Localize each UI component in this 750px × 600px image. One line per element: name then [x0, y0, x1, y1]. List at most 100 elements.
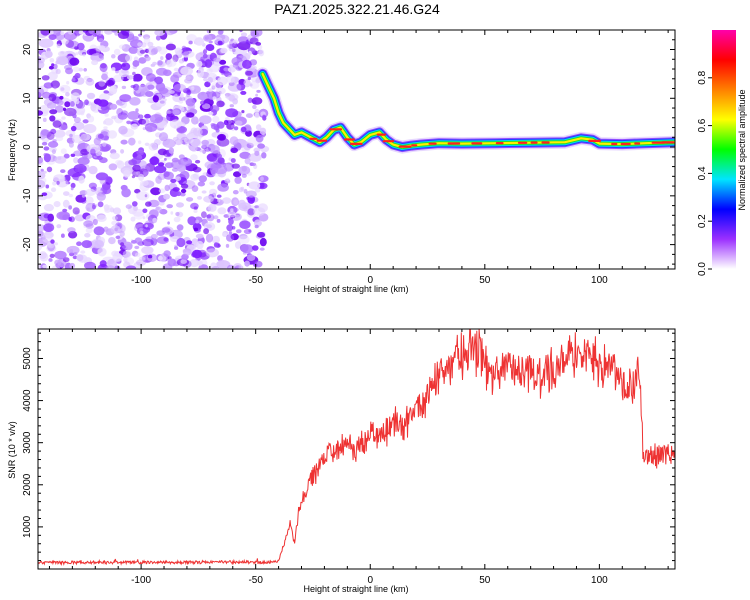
noise-blob — [233, 263, 242, 268]
noise-blob — [138, 147, 145, 154]
y-tick-label: 2000 — [22, 473, 33, 496]
noise-blob — [163, 237, 169, 242]
noise-blob — [206, 213, 215, 222]
noise-blob — [38, 110, 44, 116]
spectrogram-y-axis-label: Frequency (Hz) — [7, 119, 17, 181]
noise-blob — [241, 166, 247, 172]
noise-blob — [226, 177, 230, 182]
noise-blob — [59, 95, 64, 100]
noise-blob — [65, 91, 70, 97]
noise-blob — [54, 242, 58, 246]
noise-blob — [226, 120, 231, 124]
noise-blob — [38, 179, 46, 189]
noise-blob — [38, 171, 46, 180]
noise-blob — [61, 233, 65, 238]
noise-blob — [99, 157, 108, 164]
noise-blob — [52, 265, 60, 269]
noise-blob — [38, 87, 45, 97]
noise-blob — [103, 204, 110, 211]
noise-blob — [144, 48, 150, 54]
noise-blob — [217, 183, 229, 192]
noise-blob — [69, 57, 80, 66]
noise-blob — [158, 132, 169, 142]
noise-blob — [147, 41, 154, 48]
noise-blob — [103, 90, 109, 94]
noise-blob — [166, 110, 172, 115]
noise-blob — [167, 221, 170, 225]
noise-blob — [91, 59, 99, 66]
noise-blob — [101, 56, 104, 60]
noise-blob — [129, 97, 141, 106]
noise-blob — [155, 35, 161, 41]
noise-blob — [240, 186, 245, 191]
noise-blob — [97, 99, 109, 107]
noise-blob — [48, 258, 53, 262]
noise-blob — [72, 207, 80, 215]
noise-blob — [115, 214, 123, 222]
noise-blob — [125, 265, 137, 269]
noise-blob — [92, 218, 98, 226]
noise-blob — [157, 60, 163, 66]
noise-blob — [232, 39, 239, 44]
noise-blob — [56, 180, 60, 185]
noise-blob — [85, 223, 94, 229]
noise-blob — [135, 171, 141, 176]
noise-blob — [220, 47, 228, 54]
noise-blob — [246, 254, 256, 261]
noise-blob — [123, 257, 128, 263]
noise-blob — [141, 255, 147, 261]
noise-blob — [152, 217, 158, 223]
noise-blob — [60, 175, 64, 179]
noise-blob — [238, 265, 244, 269]
colorbar-scale — [712, 30, 736, 269]
noise-blob — [239, 30, 243, 33]
noise-blob — [241, 110, 245, 114]
noise-blob — [182, 248, 192, 256]
noise-blob — [46, 244, 57, 252]
noise-blob — [64, 101, 71, 108]
noise-blob — [85, 78, 95, 86]
figure-title: PAZ1.2025.322.21.46.G24 — [274, 1, 440, 17]
noise-blob — [71, 77, 76, 82]
noise-blob — [101, 73, 108, 81]
noise-blob — [108, 237, 116, 245]
noise-blob — [98, 45, 106, 52]
noise-blob — [88, 182, 97, 189]
noise-blob — [43, 146, 50, 151]
colorbar-ticks: 0.0 0.2 0.4 0.6 0.8 — [697, 70, 712, 276]
noise-blob — [55, 60, 61, 65]
noise-blob — [145, 73, 156, 82]
noise-blob — [125, 54, 133, 62]
noise-blob — [117, 31, 130, 39]
noise-blob — [84, 196, 94, 205]
noise-blob — [120, 149, 125, 154]
noise-blob — [227, 83, 242, 92]
noise-blob — [48, 65, 54, 70]
noise-blob — [204, 59, 213, 68]
noise-blob — [131, 157, 142, 165]
noise-blob — [65, 181, 71, 185]
noise-blob — [150, 63, 156, 67]
noise-blob — [229, 136, 239, 146]
noise-blob — [228, 119, 232, 124]
noise-blob — [130, 216, 136, 222]
noise-blob — [239, 151, 251, 159]
noise-blob — [117, 112, 128, 120]
noise-blob — [176, 132, 187, 141]
noise-blob — [255, 93, 258, 97]
noise-blob — [211, 265, 220, 269]
noise-blob — [207, 72, 218, 83]
noise-blob — [38, 156, 44, 164]
noise-blob — [126, 75, 134, 80]
noise-blob — [232, 190, 239, 195]
noise-blob — [231, 163, 240, 169]
noise-blob — [209, 181, 215, 186]
noise-blob — [217, 30, 224, 35]
noise-blob — [139, 49, 146, 54]
noise-blob — [203, 228, 210, 235]
noise-blob — [243, 79, 251, 88]
noise-blob — [132, 164, 141, 172]
noise-blob — [234, 176, 242, 184]
colorbar-label: Normalized spectral amplitude — [737, 89, 747, 210]
noise-blob — [197, 69, 204, 78]
